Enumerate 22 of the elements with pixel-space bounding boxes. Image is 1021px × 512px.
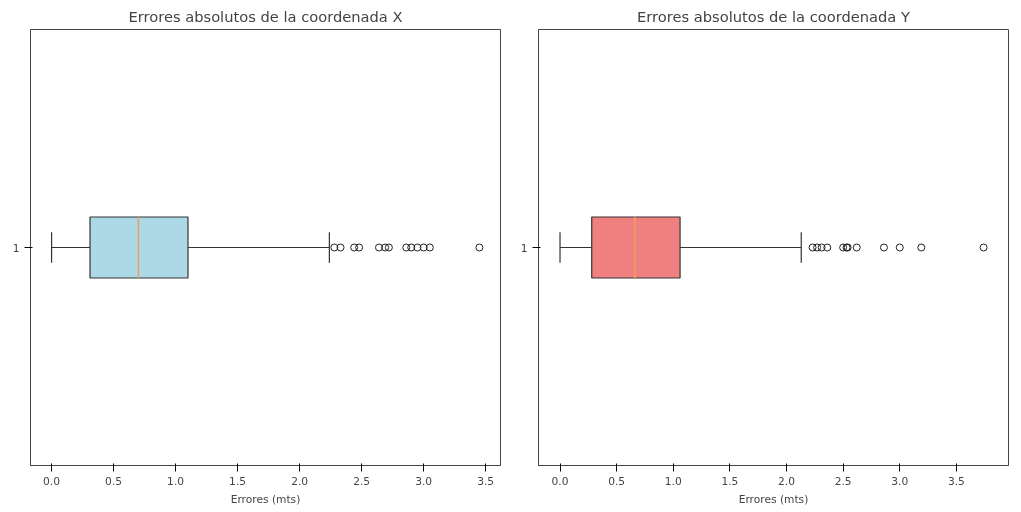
chart-title: Errores absolutos de la coordenada Y — [637, 7, 910, 25]
x-tick-label: 3.5 — [947, 474, 965, 488]
x-tick-label: 1.5 — [721, 474, 739, 488]
x-axis-title: Errores (mts) — [230, 492, 301, 506]
chart-title: Errores absolutos de la coordenada X — [128, 7, 403, 25]
x-tick-label: 0.0 — [43, 474, 61, 488]
x-tick-label: 1.0 — [664, 474, 682, 488]
x-tick-label: 2.5 — [834, 474, 852, 488]
x-tick-label: 3.0 — [415, 474, 433, 488]
x-tick-label: 1.5 — [229, 474, 247, 488]
x-tick-label: 2.0 — [778, 474, 796, 488]
x-tick-label: 0.5 — [608, 474, 626, 488]
x-tick-label: 1.0 — [167, 474, 185, 488]
y-tick-label: 1 — [520, 241, 528, 255]
x-tick-label: 3.0 — [891, 474, 909, 488]
x-tick-label: 3.5 — [477, 474, 495, 488]
x-tick-label: 2.5 — [353, 474, 371, 488]
x-tick-label: 0.5 — [105, 474, 123, 488]
x-tick-label: 2.0 — [291, 474, 309, 488]
x-axis-title: Errores (mts) — [738, 492, 809, 506]
y-tick-label: 1 — [12, 241, 20, 255]
x-tick-label: 0.0 — [551, 474, 569, 488]
